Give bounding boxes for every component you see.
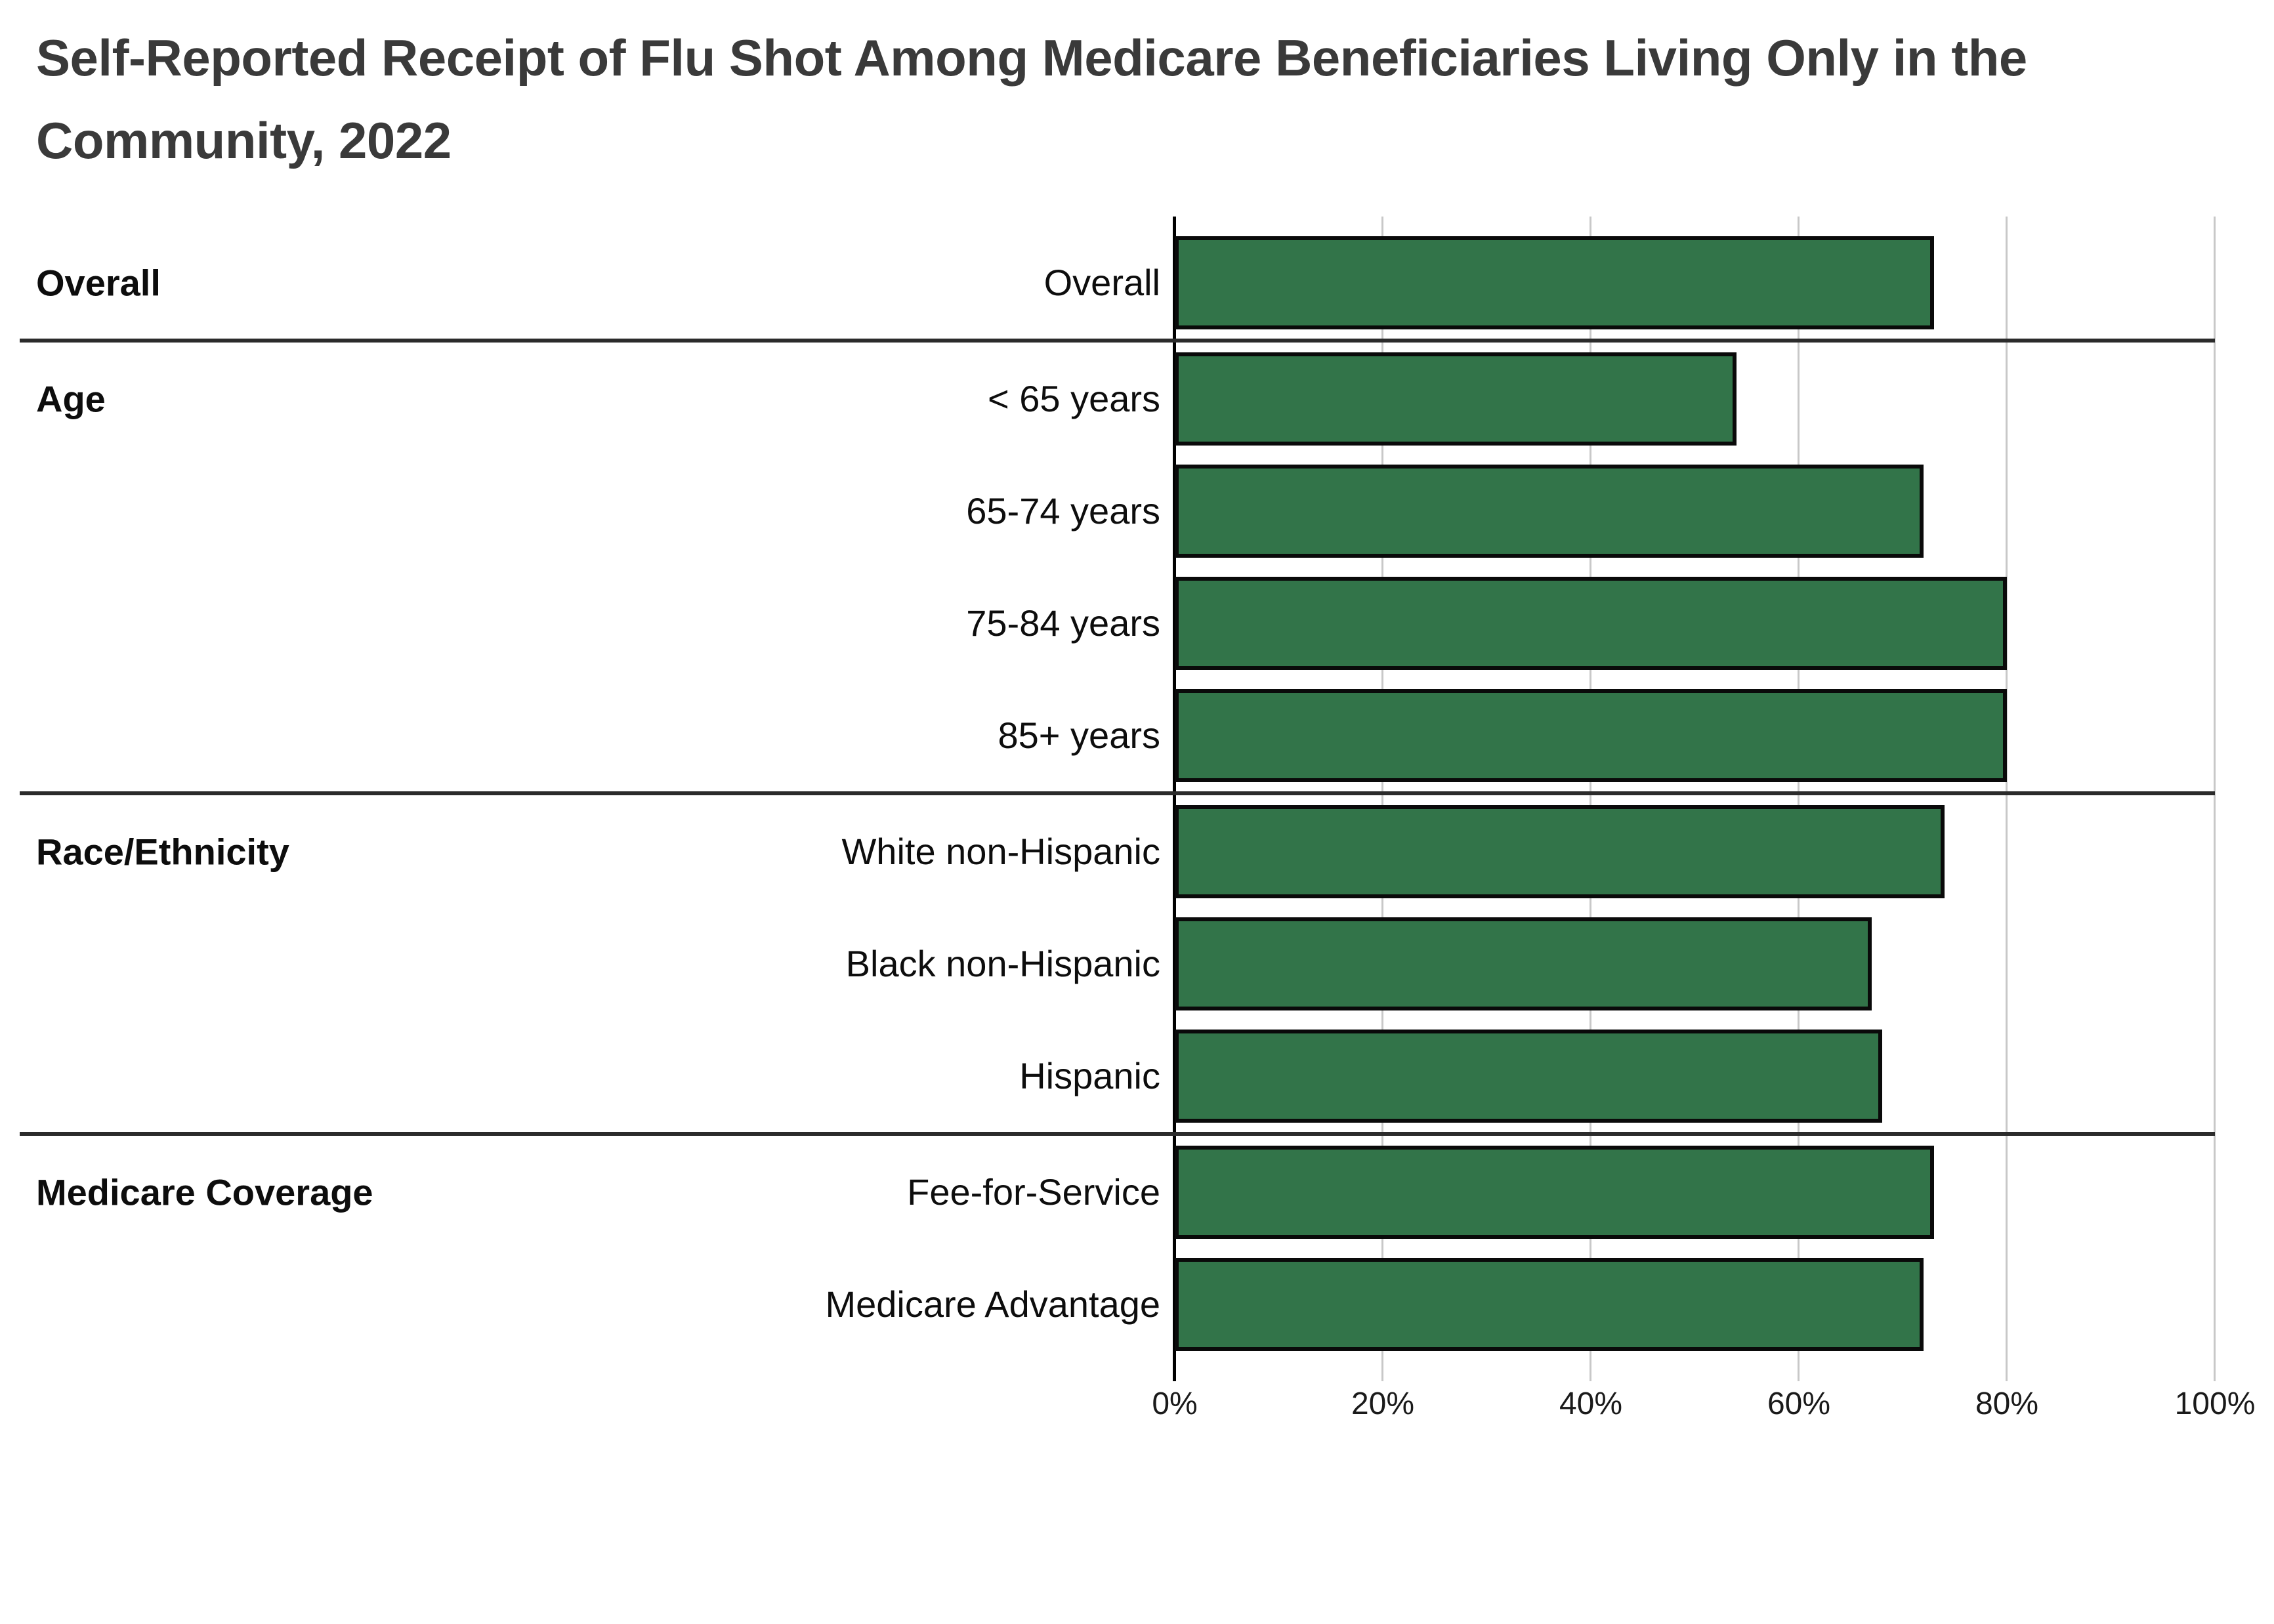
- category-label-75-84: 75-84 years: [966, 602, 1160, 644]
- gridline-40: [1590, 217, 1591, 1381]
- category-label-overall: Overall: [1043, 262, 1160, 303]
- bar-65-74: [1175, 464, 1924, 558]
- x-tick-label-60: 60%: [1767, 1386, 1831, 1421]
- bar-white-non-hispanic: [1175, 804, 1945, 898]
- bar-overall: [1175, 236, 1935, 329]
- bar-row-medicare-advantage: Medicare Advantage: [20, 1248, 2215, 1360]
- bar-75-84: [1175, 576, 2007, 670]
- bar-hispanic: [1175, 1029, 1882, 1123]
- bar-track-overall: [1175, 236, 2215, 329]
- x-tick-label-20: 20%: [1351, 1386, 1415, 1421]
- bar-track-medicare-advantage: [1175, 1257, 2215, 1351]
- bar-track-85-plus: [1175, 688, 2215, 782]
- group-label-age: Age: [36, 378, 106, 419]
- bar-row-white-non-hispanic: Race/Ethnicity White non-Hispanic: [20, 795, 2215, 907]
- bar-row-hispanic: Hispanic: [20, 1020, 2215, 1132]
- y-axis-baseline: [1173, 217, 1176, 1381]
- gridline-20: [1381, 217, 1383, 1381]
- category-label-fee-for-service: Fee-for-Service: [907, 1171, 1160, 1213]
- bar-row-85-plus: 85+ years: [20, 679, 2215, 791]
- bar-track-fee-for-service: [1175, 1145, 2215, 1239]
- group-label-race-ethnicity: Race/Ethnicity: [36, 831, 289, 872]
- group-section-medicare-coverage: Medicare Coverage Fee-for-Service Medica…: [20, 1132, 2215, 1360]
- bar-row-overall: Overall Overall: [20, 226, 2215, 339]
- bar-black-non-hispanic: [1175, 917, 1872, 1010]
- category-label-medicare-advantage: Medicare Advantage: [825, 1283, 1160, 1325]
- gridline-80: [2006, 217, 2008, 1381]
- bar-under-65: [1175, 352, 1737, 446]
- bar-row-fee-for-service: Medicare Coverage Fee-for-Service: [20, 1136, 2215, 1248]
- category-label-black-non-hispanic: Black non-Hispanic: [845, 943, 1160, 984]
- x-tick-label-100: 100%: [2174, 1386, 2256, 1421]
- bar-track-white-non-hispanic: [1175, 804, 2215, 898]
- group-label-overall: Overall: [36, 262, 161, 303]
- category-label-85-plus: 85+ years: [998, 715, 1161, 756]
- x-tick-label-80: 80%: [1975, 1386, 2039, 1421]
- bar-track-75-84: [1175, 576, 2215, 670]
- bar-row-65-74: 65-74 years: [20, 455, 2215, 567]
- bar-track-hispanic: [1175, 1029, 2215, 1123]
- group-section-age: Age < 65 years 65-74 years 75-84 years: [20, 339, 2215, 791]
- chart-title-line-1: Self-Reported Receipt of Flu Shot Among …: [36, 29, 2027, 87]
- category-label-65-74: 65-74 years: [966, 490, 1160, 531]
- group-section-race-ethnicity: Race/Ethnicity White non-Hispanic Black …: [20, 791, 2215, 1132]
- group-label-medicare-coverage: Medicare Coverage: [36, 1171, 373, 1213]
- category-label-white-non-hispanic: White non-Hispanic: [841, 831, 1160, 872]
- chart-body: Overall Overall Age < 65 years 65-74 yea…: [20, 226, 2215, 1360]
- x-tick-label-40: 40%: [1559, 1386, 1623, 1421]
- x-tick-label-0: 0%: [1152, 1386, 1198, 1421]
- bar-fee-for-service: [1175, 1145, 1935, 1239]
- category-label-hispanic: Hispanic: [1019, 1055, 1160, 1096]
- gridline-100: [2214, 217, 2216, 1381]
- bar-row-75-84: 75-84 years: [20, 567, 2215, 679]
- bar-track-under-65: [1175, 352, 2215, 446]
- bar-track-black-non-hispanic: [1175, 917, 2215, 1010]
- bar-track-65-74: [1175, 464, 2215, 558]
- chart-title-line-2: Community, 2022: [36, 112, 452, 169]
- bar-85-plus: [1175, 688, 2007, 782]
- gridline-60: [1798, 217, 1800, 1381]
- chart-title: Self-Reported Receipt of Flu Shot Among …: [36, 16, 2261, 182]
- bar-row-under-65: Age < 65 years: [20, 343, 2215, 455]
- bar-medicare-advantage: [1175, 1257, 1924, 1351]
- bar-row-black-non-hispanic: Black non-Hispanic: [20, 907, 2215, 1020]
- category-label-under-65: < 65 years: [987, 378, 1160, 419]
- group-section-overall: Overall Overall: [20, 226, 2215, 339]
